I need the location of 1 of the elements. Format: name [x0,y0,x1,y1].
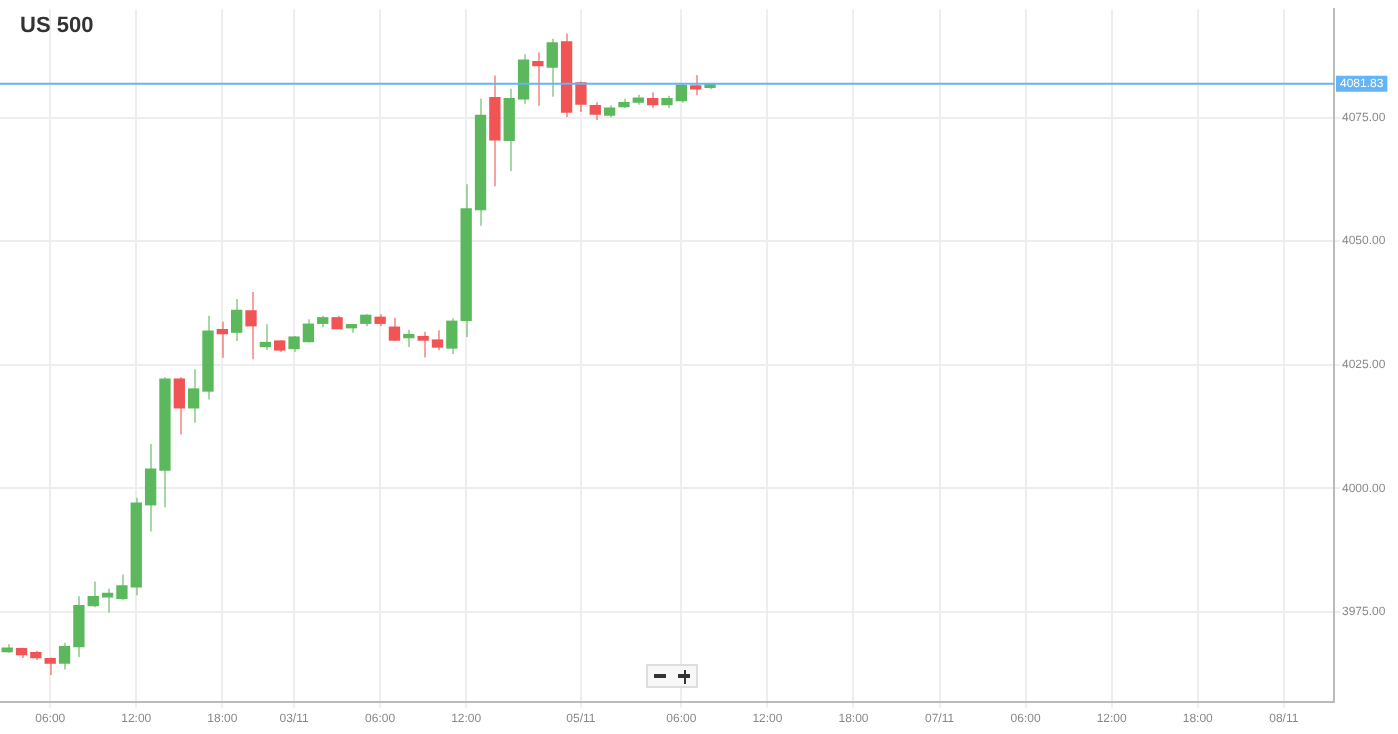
chart-title: US 500 [20,14,94,38]
